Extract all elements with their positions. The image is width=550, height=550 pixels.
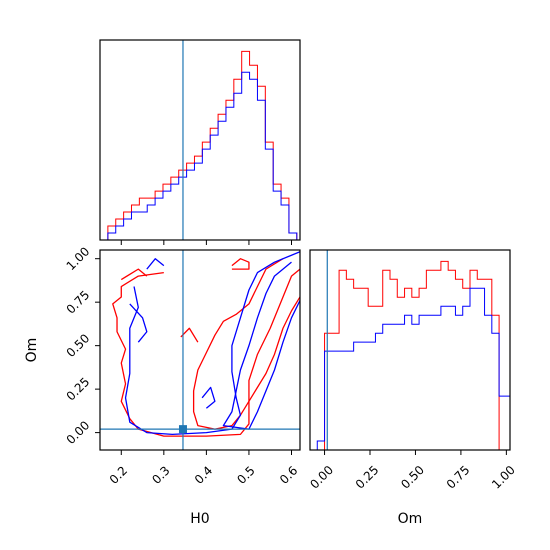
h0-marginal-panel [99,39,301,245]
om-hist-series-0 [317,260,510,451]
joint-y-tick-label-3: 0.75 [64,288,93,317]
joint-y-tick-label-2: 0.50 [64,331,93,360]
joint-contour-s1-1 [222,261,301,430]
h0-hist-series-0 [100,50,300,241]
joint-contour-s1-0 [124,251,301,436]
joint-y-tick-label-1: 0.25 [64,375,93,404]
joint-x-tick-label-3: 0.5 [234,463,257,486]
joint-x-ticks: 0.2 0.3 0.4 0.5 0.6 [107,450,300,487]
om-x-axis-title: Om [398,511,423,527]
joint-y-tick-label-0: 0.00 [64,418,93,447]
h0-marginal-ticks [120,240,292,245]
joint-frame [99,249,301,451]
om-x-tick-label-0: 0.00 [307,463,336,492]
h0-histograms [100,50,300,241]
om-hist-series-1 [316,287,511,450]
joint-contour-s1-2 [129,303,148,343]
joint-x-tick-label-2: 0.4 [192,463,215,486]
joint-contour-s0-1 [192,258,301,430]
om-marginal-panel: 0.00 0.25 0.50 0.75 1.00 Om [307,249,518,527]
h0-marginal-frame [99,39,301,241]
joint-x-axis-title: H0 [190,511,209,527]
joint-contour-s0-2 [231,258,250,270]
h0-hist-series-1 [100,71,300,241]
joint-panel: 0.2 0.3 0.4 0.5 0.6 0.000.250.500.751.00 H0 … [24,244,301,527]
joint-contour-s1-3 [146,258,165,270]
joint-x-tick-label-4: 0.6 [277,463,300,486]
om-x-tick-label-3: 0.75 [444,463,473,492]
joint-y-ticks: 0.00 0.25 0.50 0.75 1.00 [64,244,100,447]
om-x-tick-label-1: 0.25 [353,463,382,492]
joint-x-tick-label-0: 0.2 [107,463,130,486]
om-histograms [316,260,511,451]
om-marginal-frame [309,249,511,451]
joint-contours [112,251,301,437]
joint-contour-s0-3 [120,268,148,281]
joint-y-tick-label-4: 1.00 [64,244,93,273]
joint-contour-s1-4 [201,386,216,409]
joint-x-tick-label-1: 0.3 [149,463,172,486]
joint-contour-s0-0 [112,268,301,437]
joint-contour-s0-4 [180,327,199,343]
joint-y-axis-title: Om [24,338,40,363]
om-x-tick-label-4: 1.00 [489,463,518,492]
om-x-ticks: 0.00 0.25 0.50 0.75 1.00 [307,450,518,492]
om-x-tick-label-2: 0.50 [398,463,427,492]
joint-truth-marker [178,425,187,434]
